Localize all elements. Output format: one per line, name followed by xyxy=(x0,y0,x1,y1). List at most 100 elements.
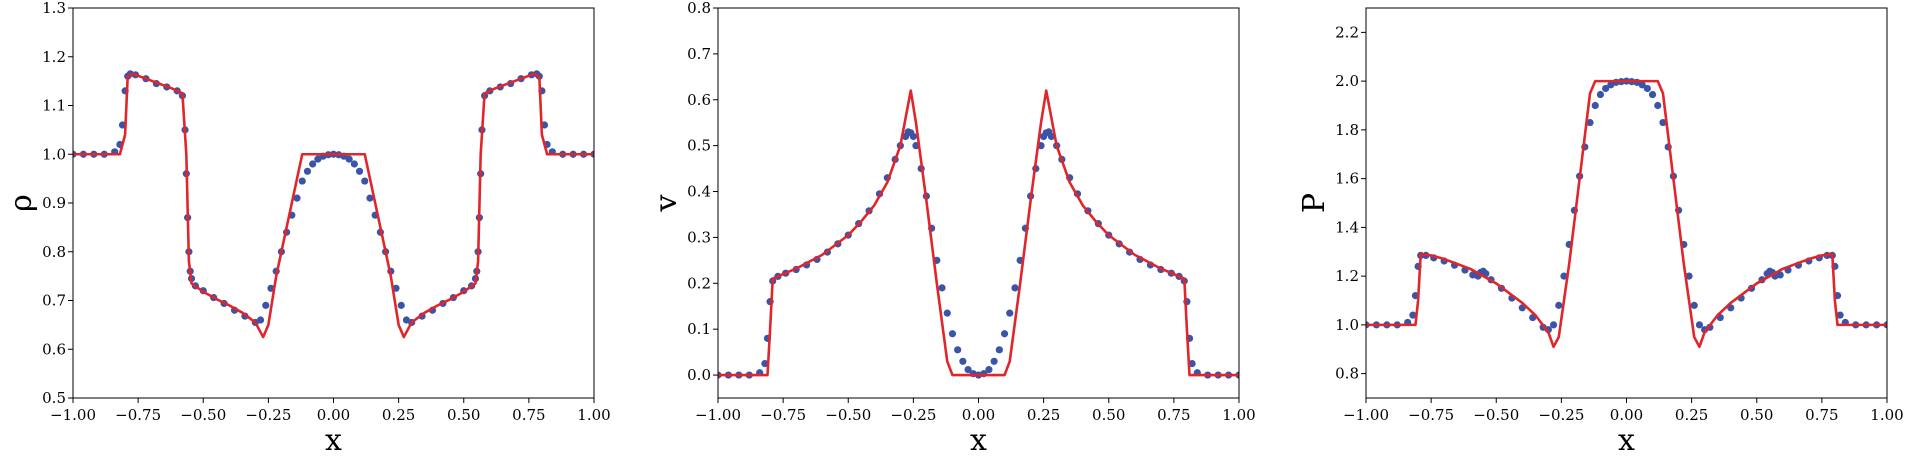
data-point xyxy=(1006,309,1014,317)
data-point xyxy=(1591,101,1599,110)
data-point xyxy=(943,309,951,317)
data-point xyxy=(990,357,998,365)
y-tick-label: 1.4 xyxy=(1335,218,1359,236)
data-point xyxy=(1685,272,1693,280)
x-tick-label: 0.00 xyxy=(962,406,995,424)
data-point xyxy=(1409,311,1417,319)
data-point xyxy=(350,160,358,168)
data-point xyxy=(1602,84,1610,93)
data-point xyxy=(938,284,946,292)
y-tick-label: 1.0 xyxy=(1335,316,1359,334)
data-point xyxy=(366,194,374,202)
y-tick-label: 1.3 xyxy=(42,0,66,17)
data-point xyxy=(298,177,306,185)
y-tick-label: 0.5 xyxy=(42,389,66,407)
y-tick-label: 0.8 xyxy=(1335,365,1359,383)
x-tick-label: −1.00 xyxy=(1343,406,1389,424)
x-tick-label: −0.50 xyxy=(180,406,226,424)
series-line-pressure xyxy=(1366,79,1887,349)
y-tick-label: 0.7 xyxy=(42,292,66,310)
y-tick-label: 1.1 xyxy=(42,97,66,115)
y-tick-label: 0.7 xyxy=(687,45,711,63)
x-tick-label: −0.25 xyxy=(890,406,936,424)
y-tick-label: 0.0 xyxy=(687,366,711,384)
data-point xyxy=(1659,118,1667,127)
data-point xyxy=(293,194,301,202)
data-point xyxy=(1776,271,1784,279)
data-point xyxy=(345,155,353,163)
data-point xyxy=(948,330,957,338)
x-tick-label: 0.50 xyxy=(1092,406,1125,424)
data-point xyxy=(1596,90,1605,99)
axes-frame xyxy=(72,7,595,399)
series-scatter-pressure xyxy=(1366,77,1887,334)
data-point xyxy=(397,301,405,309)
y-tick-label: 0.1 xyxy=(687,320,711,338)
data-point xyxy=(1188,359,1196,368)
y-tick-label: 2.0 xyxy=(1335,72,1359,90)
y-tick-label: 0.8 xyxy=(42,243,66,261)
x-tick-label: 0.25 xyxy=(382,406,415,424)
x-tick-label: 1.00 xyxy=(1222,406,1255,424)
y-axis-label: P xyxy=(1297,193,1332,213)
x-tick-label: −1.00 xyxy=(50,406,96,424)
data-point xyxy=(1643,84,1651,93)
data-point xyxy=(361,177,369,185)
chart-panel-density: −1.00 −0.75 −0.50 −0.25 0.00 0.25 0.50 0.75 1.00… xyxy=(4,0,611,458)
data-point xyxy=(1695,321,1704,329)
x-tick-label: −0.75 xyxy=(1408,406,1454,424)
data-point xyxy=(964,365,972,374)
y-axis-label: v xyxy=(649,194,684,212)
x-tick-label: 0.00 xyxy=(317,406,350,424)
y-tick-label: 1.6 xyxy=(1335,170,1359,188)
data-point xyxy=(1555,301,1563,309)
series-scatter-velocity xyxy=(718,128,1239,379)
y-tick-label: 0.6 xyxy=(42,340,66,358)
y-tick-label: 0.3 xyxy=(687,228,711,246)
data-point xyxy=(909,132,917,141)
axes-frame xyxy=(1365,7,1888,399)
data-point xyxy=(959,357,967,365)
data-point xyxy=(761,359,769,368)
x-tick-label: −0.75 xyxy=(115,406,161,424)
x-tick-label: −0.50 xyxy=(825,406,871,424)
x-tick-label: 0.00 xyxy=(1610,406,1643,424)
x-tick-label: −0.25 xyxy=(1538,406,1584,424)
x-tick-label: 1.00 xyxy=(577,406,610,424)
y-axis-label: ρ xyxy=(4,194,39,212)
x-tick-label: 0.75 xyxy=(1157,406,1190,424)
data-point xyxy=(355,167,364,175)
data-point xyxy=(985,365,993,374)
y-tick-label: 0.5 xyxy=(687,137,711,155)
data-point xyxy=(262,301,270,309)
y-tick-label: 1.8 xyxy=(1335,121,1359,139)
y-tick-label: 0.2 xyxy=(687,274,711,292)
data-point xyxy=(1000,330,1009,338)
x-tick-label: 0.75 xyxy=(1805,406,1838,424)
x-axis-label: x xyxy=(970,423,987,458)
data-point xyxy=(309,160,317,168)
y-tick-label: 0.9 xyxy=(42,194,66,212)
data-point xyxy=(1549,321,1558,329)
x-tick-label: −0.25 xyxy=(245,406,291,424)
data-point xyxy=(995,346,1003,354)
data-point xyxy=(1654,101,1662,110)
x-axis-label: x xyxy=(325,423,342,458)
y-tick-label: 1.0 xyxy=(42,145,66,163)
y-tick-label: 0.4 xyxy=(687,183,711,201)
data-point xyxy=(303,167,312,175)
y-tick-label: 0.8 xyxy=(687,0,711,17)
x-tick-label: 0.75 xyxy=(512,406,545,424)
axes-frame xyxy=(717,7,1240,399)
data-point xyxy=(1586,118,1594,127)
x-tick-label: 0.25 xyxy=(1027,406,1060,424)
y-tick-label: 1.2 xyxy=(1335,267,1359,285)
x-tick-label: 0.25 xyxy=(1675,406,1708,424)
data-point xyxy=(1648,90,1657,99)
data-point xyxy=(256,316,265,324)
x-tick-label: 0.50 xyxy=(447,406,480,424)
data-point xyxy=(1690,301,1698,309)
chart-panel-pressure: −1.00 −0.75 −0.50 −0.25 0.00 0.25 0.50 0.75 1.00… xyxy=(1297,7,1904,458)
x-tick-label: −1.00 xyxy=(695,406,741,424)
